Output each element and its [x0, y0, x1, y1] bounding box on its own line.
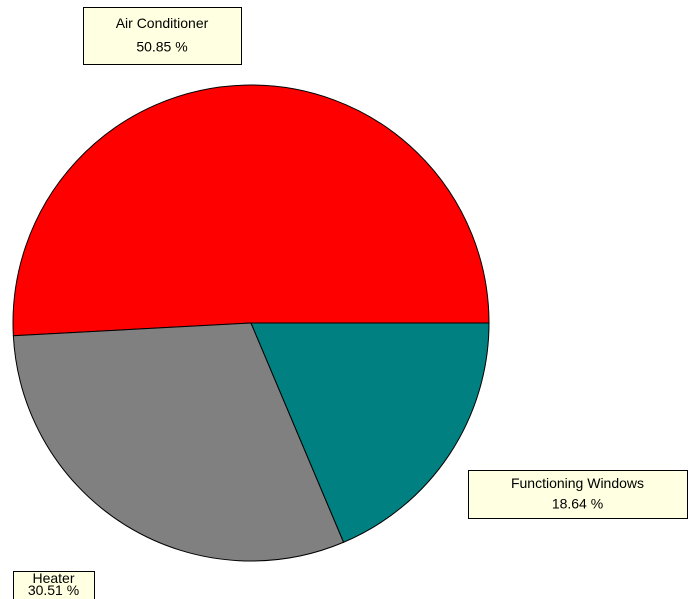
slice-value: 30.51 % [28, 582, 79, 598]
label-box [13, 571, 95, 599]
slice-value: 18.64 % [552, 495, 603, 511]
label-box [83, 7, 242, 65]
slice-value: 50.85 % [136, 39, 187, 55]
slice-label: Heater [32, 570, 74, 586]
pie-slice [12, 322, 345, 562]
slice-label: Functioning Windows [511, 475, 644, 491]
pie-slice [250, 322, 490, 543]
slice-label: Air Conditioner [116, 15, 209, 31]
pie-slice [12, 84, 490, 337]
